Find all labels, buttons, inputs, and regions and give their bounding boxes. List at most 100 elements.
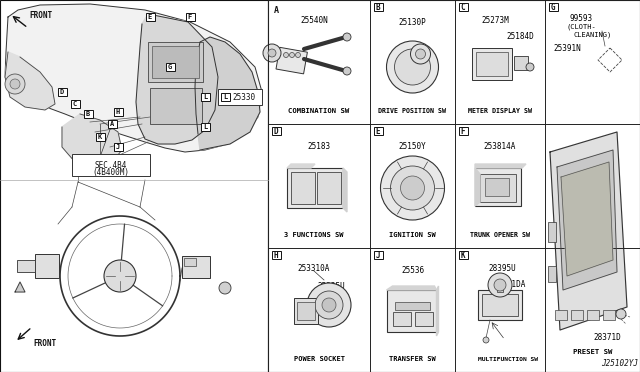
Bar bbox=[394, 302, 429, 310]
Text: 28371D: 28371D bbox=[593, 333, 621, 341]
Text: C: C bbox=[73, 101, 77, 107]
Bar bbox=[548, 3, 557, 11]
Text: 25184D: 25184D bbox=[506, 32, 534, 41]
Bar bbox=[485, 178, 509, 196]
Text: D: D bbox=[60, 89, 64, 95]
Polygon shape bbox=[343, 168, 347, 212]
Circle shape bbox=[322, 298, 336, 312]
Text: TRANSFER SW: TRANSFER SW bbox=[389, 356, 436, 362]
Circle shape bbox=[616, 309, 626, 319]
Bar bbox=[476, 52, 508, 76]
Text: E: E bbox=[148, 14, 152, 20]
Circle shape bbox=[488, 273, 512, 297]
Circle shape bbox=[284, 52, 289, 58]
Bar bbox=[497, 282, 503, 292]
Polygon shape bbox=[5, 52, 55, 110]
Text: (CLOTH-: (CLOTH- bbox=[567, 23, 596, 29]
Text: COMBINATION SW: COMBINATION SW bbox=[289, 108, 349, 114]
Bar bbox=[271, 127, 280, 135]
Bar bbox=[182, 256, 210, 278]
Text: G: G bbox=[550, 3, 556, 12]
Circle shape bbox=[387, 41, 438, 93]
Polygon shape bbox=[561, 162, 613, 276]
Bar bbox=[587, 310, 599, 320]
Bar bbox=[113, 143, 122, 151]
Polygon shape bbox=[436, 286, 438, 336]
Bar bbox=[83, 110, 93, 118]
Bar bbox=[113, 108, 122, 116]
Bar bbox=[150, 88, 202, 124]
Text: H: H bbox=[116, 109, 120, 115]
Circle shape bbox=[268, 49, 276, 57]
Text: TRUNK OPENER SW: TRUNK OPENER SW bbox=[470, 232, 530, 238]
Text: METER DISPLAY SW: METER DISPLAY SW bbox=[468, 108, 532, 114]
Text: J: J bbox=[376, 250, 380, 260]
Polygon shape bbox=[475, 164, 526, 168]
Bar bbox=[555, 310, 567, 320]
Bar bbox=[392, 312, 410, 326]
Bar bbox=[148, 42, 203, 82]
Bar bbox=[268, 0, 640, 372]
Text: L: L bbox=[203, 94, 207, 100]
Text: F: F bbox=[188, 14, 192, 20]
Text: B: B bbox=[86, 111, 90, 117]
Text: IGNITION SW: IGNITION SW bbox=[389, 232, 436, 238]
Text: F: F bbox=[461, 126, 465, 135]
Bar bbox=[387, 290, 436, 332]
Text: 253814A: 253814A bbox=[484, 142, 516, 151]
Text: D: D bbox=[274, 126, 278, 135]
Polygon shape bbox=[287, 164, 315, 168]
Circle shape bbox=[381, 156, 445, 220]
Bar bbox=[480, 174, 516, 202]
Text: 25130P: 25130P bbox=[399, 18, 426, 27]
Text: MULTIFUNCTION SW: MULTIFUNCTION SW bbox=[478, 357, 538, 362]
Circle shape bbox=[10, 79, 20, 89]
Bar bbox=[166, 63, 175, 71]
Circle shape bbox=[343, 67, 351, 75]
Text: J: J bbox=[116, 144, 120, 150]
Bar bbox=[458, 3, 467, 11]
Bar bbox=[200, 123, 209, 131]
Text: 3 FUNCTIONS SW: 3 FUNCTIONS SW bbox=[284, 232, 344, 238]
Bar bbox=[0, 0, 268, 372]
Bar bbox=[95, 133, 104, 141]
Bar bbox=[108, 120, 116, 128]
Text: L: L bbox=[223, 94, 227, 100]
Polygon shape bbox=[136, 14, 218, 144]
Text: 253310A: 253310A bbox=[298, 264, 330, 273]
Circle shape bbox=[219, 282, 231, 294]
Text: 25391N: 25391N bbox=[553, 44, 580, 53]
Circle shape bbox=[415, 49, 426, 59]
Bar bbox=[271, 251, 280, 259]
Bar bbox=[218, 89, 262, 105]
Text: POWER SOCKET: POWER SOCKET bbox=[294, 356, 344, 362]
Text: C: C bbox=[461, 3, 465, 12]
Text: 25335U: 25335U bbox=[317, 282, 345, 291]
Text: G: G bbox=[168, 64, 172, 70]
Circle shape bbox=[390, 166, 435, 210]
Bar bbox=[72, 154, 150, 176]
Text: E: E bbox=[376, 126, 380, 135]
Circle shape bbox=[307, 283, 351, 327]
Bar bbox=[291, 172, 315, 204]
Text: H: H bbox=[274, 250, 278, 260]
Polygon shape bbox=[195, 37, 260, 150]
Bar bbox=[482, 294, 518, 316]
Circle shape bbox=[483, 337, 489, 343]
Bar bbox=[186, 13, 195, 21]
Text: K: K bbox=[98, 134, 102, 140]
Bar bbox=[145, 13, 154, 21]
Bar bbox=[374, 251, 383, 259]
Bar bbox=[548, 222, 556, 242]
Circle shape bbox=[343, 33, 351, 41]
Bar bbox=[297, 302, 315, 320]
Text: 25273M: 25273M bbox=[481, 16, 509, 25]
Bar bbox=[571, 310, 583, 320]
Text: 28371DA: 28371DA bbox=[494, 280, 526, 289]
Bar bbox=[458, 251, 467, 259]
Circle shape bbox=[5, 74, 25, 94]
Circle shape bbox=[315, 291, 343, 319]
Bar bbox=[374, 127, 383, 135]
Bar bbox=[184, 258, 196, 266]
Bar bbox=[58, 88, 67, 96]
